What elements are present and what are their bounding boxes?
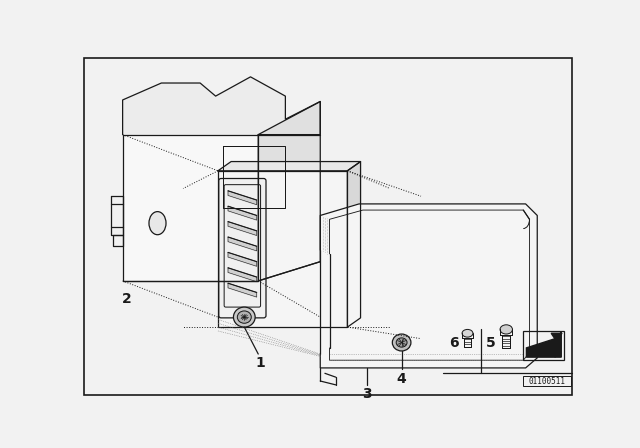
- Polygon shape: [228, 283, 257, 297]
- Ellipse shape: [392, 334, 411, 351]
- Polygon shape: [228, 237, 257, 251]
- Polygon shape: [527, 339, 555, 357]
- Polygon shape: [228, 268, 257, 282]
- Polygon shape: [228, 191, 257, 205]
- Polygon shape: [228, 222, 257, 236]
- Ellipse shape: [149, 211, 166, 235]
- Polygon shape: [259, 102, 320, 281]
- Polygon shape: [348, 162, 360, 327]
- Text: 3: 3: [362, 387, 372, 401]
- Polygon shape: [123, 77, 320, 134]
- Text: 6: 6: [449, 336, 458, 349]
- Polygon shape: [320, 204, 537, 368]
- Text: 5: 5: [486, 336, 495, 349]
- Polygon shape: [218, 162, 360, 171]
- Text: 2: 2: [122, 293, 131, 306]
- Text: 01100511: 01100511: [529, 376, 566, 386]
- Bar: [524, 331, 564, 360]
- Text: 4: 4: [397, 372, 406, 386]
- Polygon shape: [555, 332, 561, 357]
- Bar: [524, 375, 572, 386]
- Ellipse shape: [500, 325, 513, 334]
- Ellipse shape: [237, 311, 252, 323]
- Polygon shape: [218, 171, 348, 327]
- Polygon shape: [123, 134, 259, 281]
- Polygon shape: [111, 196, 123, 235]
- Polygon shape: [228, 252, 257, 266]
- FancyBboxPatch shape: [219, 178, 266, 318]
- Polygon shape: [228, 206, 257, 220]
- Ellipse shape: [396, 338, 407, 347]
- Ellipse shape: [234, 307, 255, 327]
- Ellipse shape: [462, 329, 473, 337]
- Text: 1: 1: [256, 356, 266, 370]
- Polygon shape: [551, 333, 562, 340]
